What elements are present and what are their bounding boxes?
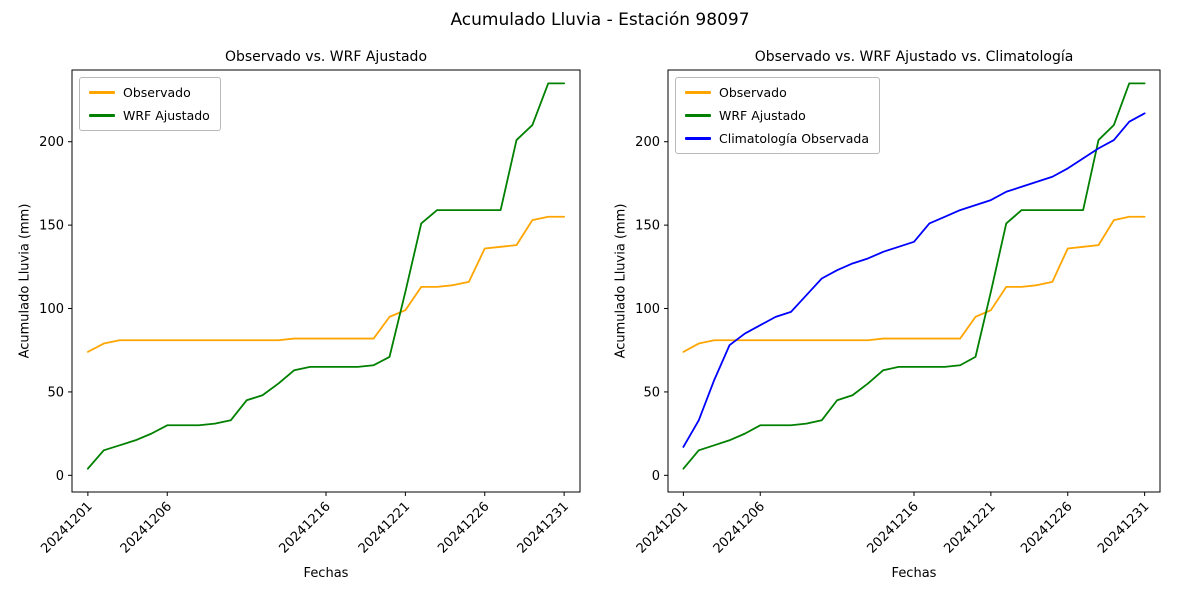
legend-label-wrf: WRF Ajustado bbox=[719, 108, 806, 123]
y-tick-label: 0 bbox=[652, 469, 660, 484]
x-axis-label-right: Fechas bbox=[891, 566, 937, 581]
legend-line-swatch-climatologia bbox=[685, 137, 711, 140]
line-wrf-ajustado bbox=[86, 82, 566, 470]
legend-line-swatch-observado bbox=[89, 91, 115, 94]
legend-label-observado: Observado bbox=[123, 85, 191, 100]
x-tick-label: 20241206 bbox=[711, 499, 768, 556]
y-tick-label: 0 bbox=[56, 469, 64, 484]
line-observado bbox=[86, 215, 566, 353]
legend-entry: Observado bbox=[89, 85, 210, 100]
legend-line-swatch-observado bbox=[685, 91, 711, 94]
y-tick-label: 150 bbox=[39, 219, 64, 234]
y-tick-label: 200 bbox=[39, 135, 64, 150]
subplot-title-left: Observado vs. WRF Ajustado bbox=[224, 49, 428, 65]
legend-entry: Climatología Observada bbox=[685, 131, 869, 146]
legend-label-climatologia: Climatología Observada bbox=[719, 131, 869, 146]
legend-entry: Observado bbox=[685, 85, 869, 100]
axes-frame bbox=[71, 69, 581, 493]
subplot-0: 0 50 100 150 200 20241201 20241206 20241216 2024… bbox=[38, 69, 581, 557]
y-tick-label: 150 bbox=[635, 219, 660, 234]
y-tick-label: 100 bbox=[39, 302, 64, 317]
x-tick-label: 20241216 bbox=[864, 499, 921, 556]
x-tick-label: 20241226 bbox=[435, 499, 492, 556]
x-tick-label: 20241201 bbox=[634, 499, 691, 556]
legend-line-swatch-wrf bbox=[685, 114, 711, 117]
x-tick-label: 20241226 bbox=[1018, 499, 1075, 556]
x-tick-label: 20241221 bbox=[941, 499, 998, 556]
x-tick-label: 20241206 bbox=[118, 499, 175, 556]
y-tick-label: 100 bbox=[635, 302, 660, 317]
figure-title: Acumulado Lluvia - Estación 98097 bbox=[450, 10, 750, 30]
legend-right-chart: Observado WRF Ajustado Climatología Obse… bbox=[675, 77, 880, 154]
legend-entry: WRF Ajustado bbox=[89, 108, 210, 123]
line-climatología-observada bbox=[682, 112, 1146, 448]
legend-label-observado: Observado bbox=[719, 85, 787, 100]
y-tick-label: 50 bbox=[643, 385, 660, 400]
x-tick-label: 20241231 bbox=[1095, 499, 1152, 556]
legend-entry: WRF Ajustado bbox=[685, 108, 869, 123]
legend-label-wrf: WRF Ajustado bbox=[123, 108, 210, 123]
x-tick-label: 20241221 bbox=[356, 499, 413, 556]
legend-left-chart: Observado WRF Ajustado bbox=[79, 77, 221, 131]
line-observado bbox=[682, 215, 1146, 353]
x-tick-label: 20241201 bbox=[38, 499, 95, 556]
x-tick-label: 20241216 bbox=[276, 499, 333, 556]
x-axis-label-left: Fechas bbox=[303, 566, 349, 581]
subplot-title-right: Observado vs. WRF Ajustado vs. Climatolo… bbox=[754, 49, 1074, 65]
y-tick-label: 50 bbox=[47, 385, 64, 400]
line-wrf-ajustado bbox=[682, 82, 1146, 470]
legend-line-swatch-wrf bbox=[89, 114, 115, 117]
y-tick-label: 200 bbox=[635, 135, 660, 150]
x-tick-label: 20241231 bbox=[515, 499, 572, 556]
